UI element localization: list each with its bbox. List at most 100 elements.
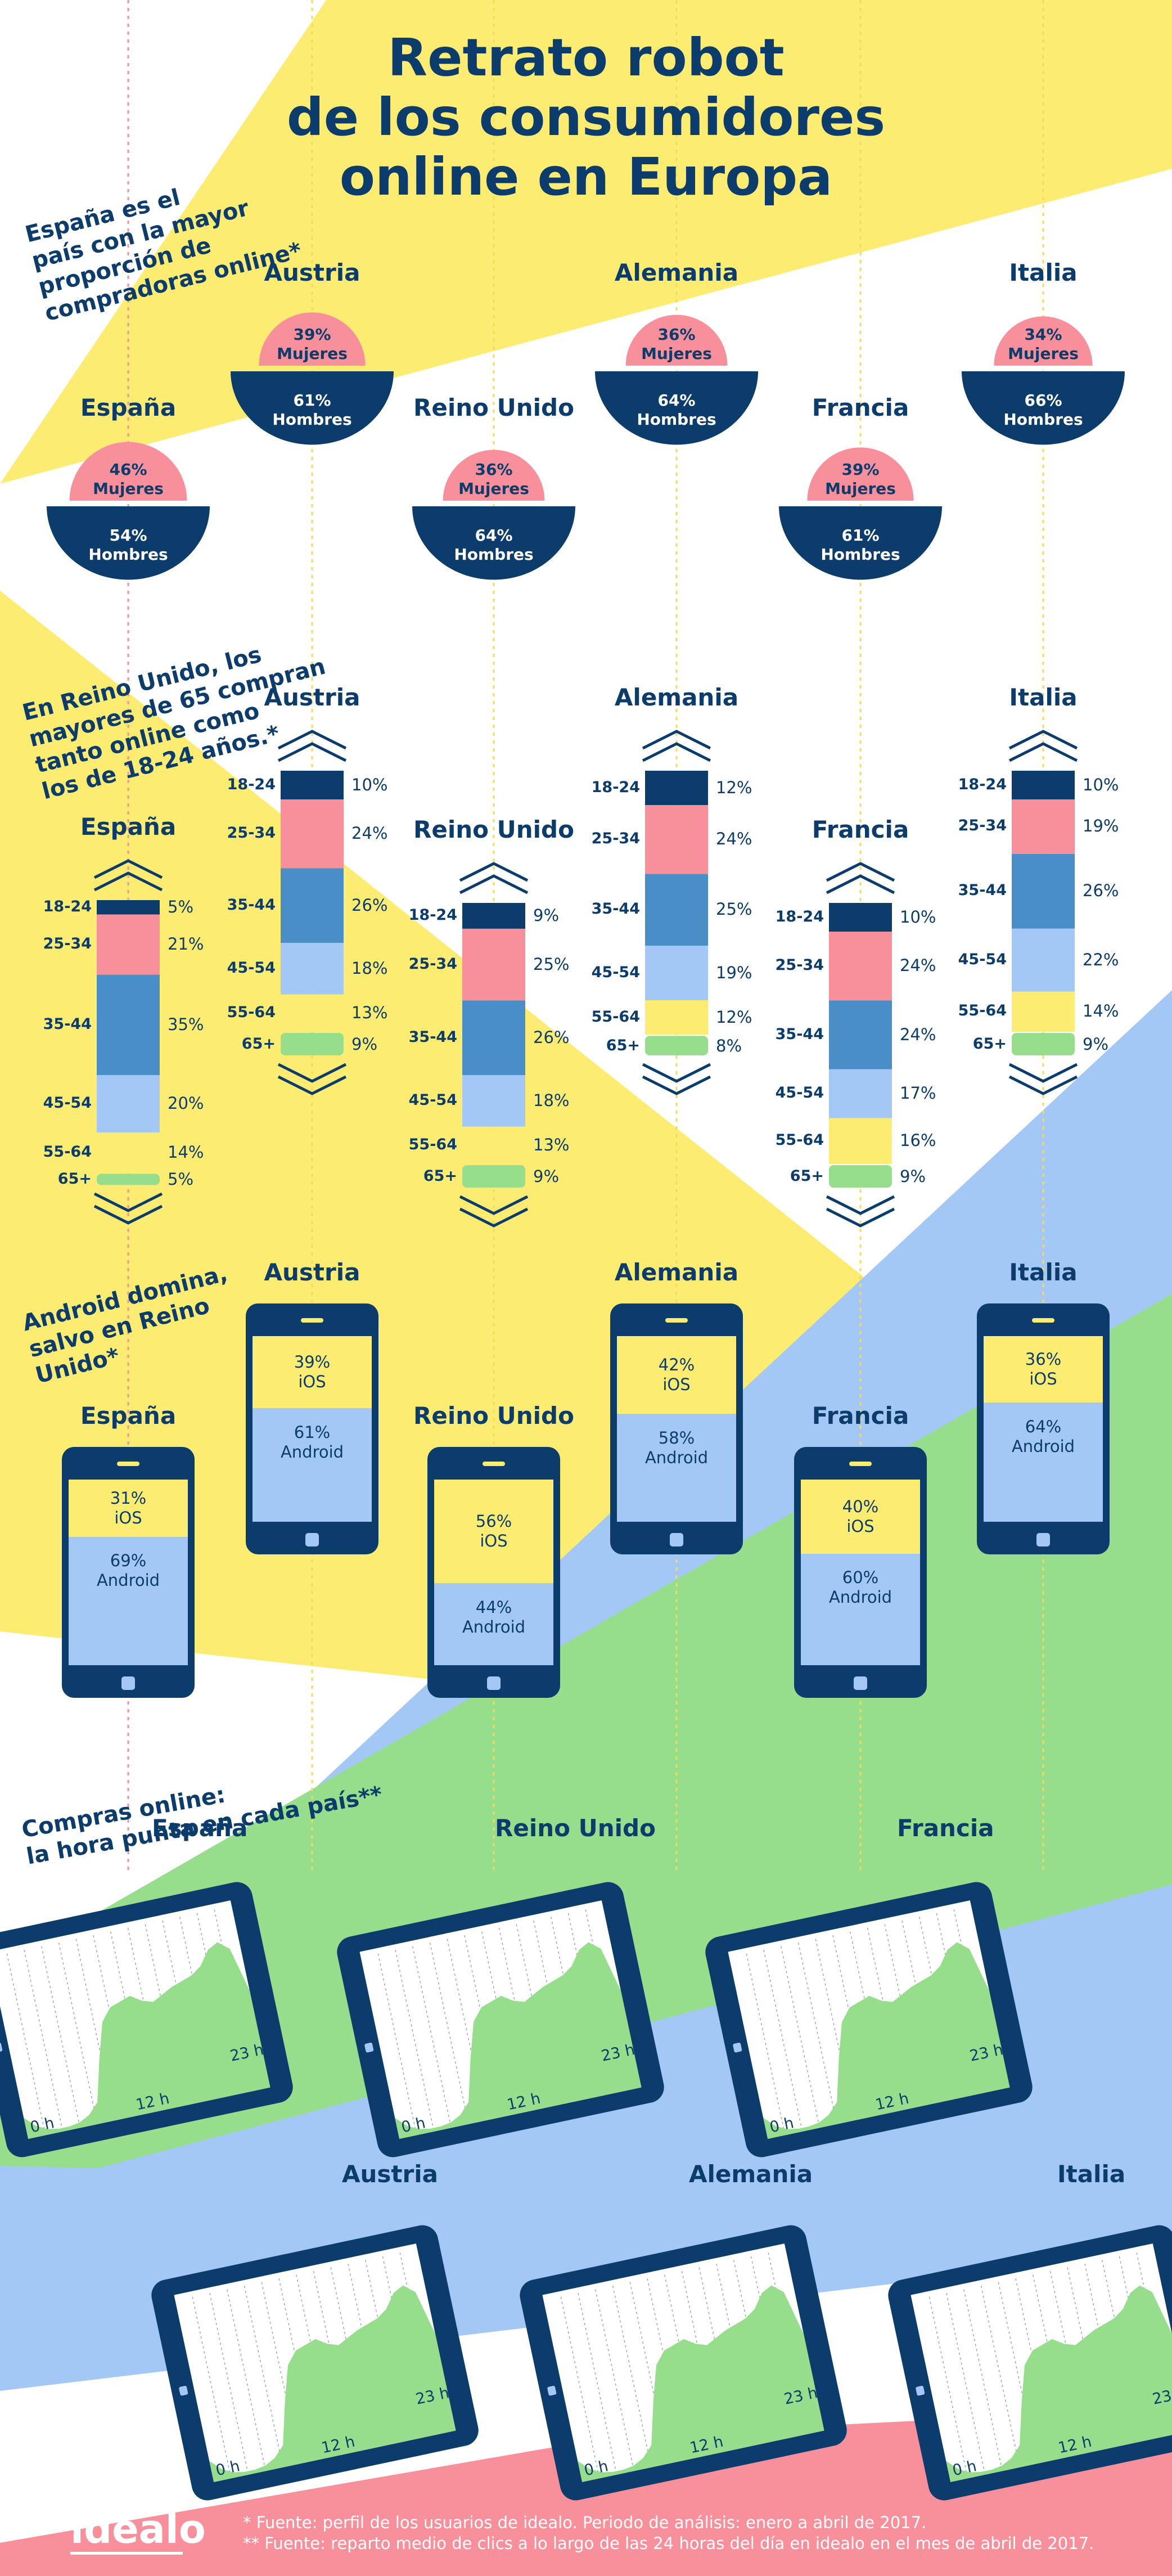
android-percent: 69% <box>110 1551 147 1571</box>
age-group-label: 65+ <box>241 1035 276 1053</box>
age-percent: 5% <box>168 1170 194 1189</box>
age-segment <box>829 1069 892 1118</box>
grid-line <box>209 2293 249 2475</box>
gender-dome <box>962 316 1125 445</box>
tablet-hour-chart: 0 h12 h23 h <box>337 1882 664 2157</box>
grid-line <box>763 1950 803 2132</box>
age-segment <box>645 874 708 946</box>
age-segment <box>462 1165 525 1188</box>
women-label: Mujeres <box>641 344 712 363</box>
chevron-up-icon <box>1008 730 1078 750</box>
age-group-label: 18-24 <box>43 897 92 915</box>
country-label: Alemania <box>614 1258 739 1286</box>
age-percent: 16% <box>900 1131 936 1150</box>
age-percent: 12% <box>716 1007 752 1027</box>
men-value: 61% Hombres <box>782 526 939 564</box>
age-segment <box>97 1075 160 1133</box>
country-label: España <box>152 1814 248 1842</box>
age-group-label: 45-54 <box>43 1094 92 1112</box>
age-segment <box>829 932 892 1001</box>
phone-home-button-icon <box>1036 1533 1050 1547</box>
age-percent: 25% <box>533 954 570 974</box>
age-group-label: 55-64 <box>775 1131 824 1149</box>
age-segment <box>1012 928 1075 992</box>
age-group-label: 65+ <box>606 1036 640 1054</box>
age-segment <box>281 868 344 943</box>
age-percent: 24% <box>351 824 388 843</box>
age-group-label: 55-64 <box>43 1143 92 1161</box>
android-label: Android <box>462 1617 526 1637</box>
country-label: Francia <box>812 1402 909 1429</box>
android-segment <box>253 1408 372 1522</box>
grid-line <box>998 2282 1038 2464</box>
age-segment <box>462 1126 525 1165</box>
men-half <box>47 506 210 580</box>
phone-speaker-icon <box>483 1462 505 1466</box>
android-percent: 58% <box>658 1428 695 1447</box>
android-value: 44% Android <box>434 1598 553 1637</box>
women-half <box>69 442 187 501</box>
phone-chart <box>427 1447 560 1698</box>
chevron-down-icon <box>826 1195 895 1215</box>
age-percent: 13% <box>351 1002 388 1022</box>
grid-line <box>595 2289 635 2471</box>
age-group-label: 18-24 <box>408 906 457 924</box>
age-percent: 14% <box>168 1142 204 1162</box>
age-percent: 25% <box>716 900 752 919</box>
country-label: Francia <box>897 1814 994 1842</box>
age-percent: 19% <box>1083 816 1119 836</box>
phone-home-button-icon <box>854 1676 867 1690</box>
women-percent: 39% <box>841 460 880 479</box>
android-segment <box>984 1402 1103 1522</box>
tablet-hour-chart: 0 h12 h23 h <box>520 2225 847 2501</box>
women-percent: 34% <box>1024 325 1062 344</box>
men-half <box>779 506 942 580</box>
grid-line <box>928 2296 968 2479</box>
country-label: España <box>80 394 177 421</box>
men-half <box>962 371 1125 445</box>
country-label: Italia <box>1009 259 1078 286</box>
age-segment <box>97 900 160 915</box>
hourly-area <box>24 1942 271 2139</box>
android-percent: 44% <box>475 1597 512 1617</box>
ios-value: 36% iOS <box>984 1350 1103 1389</box>
age-percent: 9% <box>900 1167 926 1186</box>
age-segment <box>462 1000 525 1075</box>
age-segment <box>829 1118 892 1165</box>
age-stack <box>826 862 895 1228</box>
phone-chart <box>610 1303 743 1554</box>
tablet-hour-chart: 0 h12 h23 h <box>705 1882 1033 2157</box>
android-label: Android <box>96 1571 160 1590</box>
android-label: Android <box>280 1442 344 1462</box>
age-segment <box>645 946 708 1000</box>
phone-chart <box>62 1447 195 1698</box>
phone-chart <box>246 1303 378 1554</box>
age-group-label: 65+ <box>790 1167 824 1185</box>
grid-line <box>244 2285 283 2468</box>
grid-line <box>75 1939 115 2121</box>
ios-segment <box>984 1336 1103 1403</box>
age-percent: 13% <box>533 1135 570 1154</box>
chevron-up-icon <box>642 730 711 750</box>
android-label: Android <box>644 1447 709 1467</box>
grid-line <box>815 1939 855 2121</box>
men-percent: 54% <box>109 526 147 545</box>
chevron-up-icon <box>459 874 529 894</box>
grid-line <box>612 2285 652 2468</box>
age-group-label: 65+ <box>423 1167 457 1185</box>
men-half <box>412 506 575 580</box>
tablet-home-button-icon <box>0 2042 3 2053</box>
phone-home-button-icon <box>305 1533 319 1547</box>
android-percent: 64% <box>1025 1417 1062 1436</box>
ios-value: 31% iOS <box>69 1489 188 1528</box>
age-group-label: 45-54 <box>591 963 640 981</box>
tablet-hour-chart: 0 h12 h23 h <box>888 2225 1172 2501</box>
grid-line <box>781 1946 821 2128</box>
age-group-label: 25-34 <box>408 955 457 973</box>
age-stack <box>277 730 347 1095</box>
grid-line <box>261 2282 301 2464</box>
age-segment <box>829 1000 892 1069</box>
android-percent: 60% <box>842 1568 879 1587</box>
page-title: Retrato robot de los consumidores online… <box>0 28 1172 207</box>
logo-underline <box>70 2552 183 2555</box>
